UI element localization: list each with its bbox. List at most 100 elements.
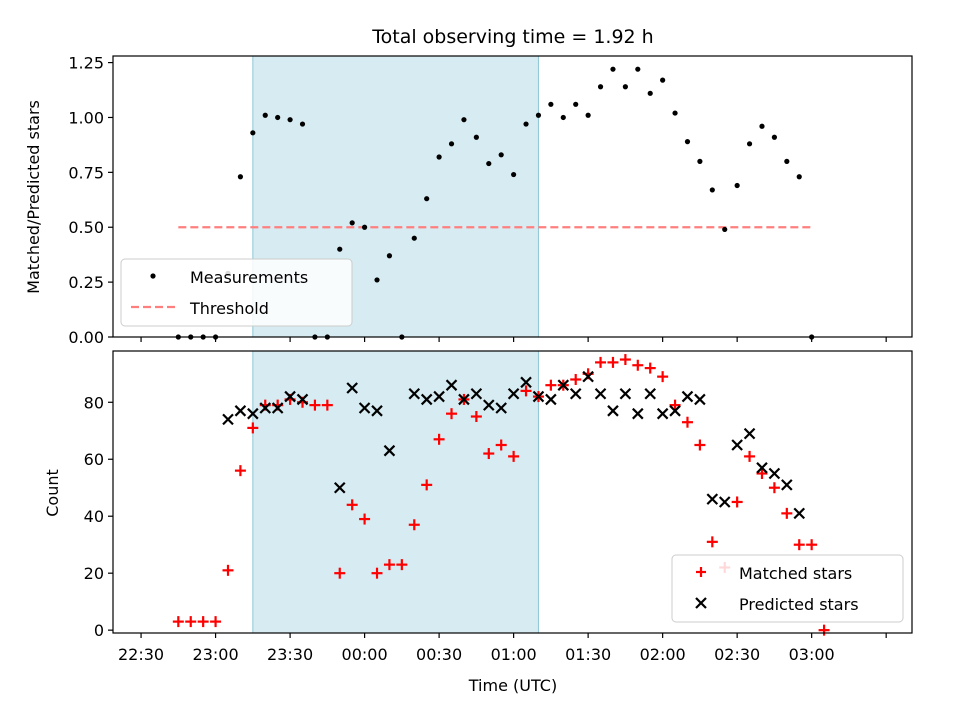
predicted-star-point <box>358 402 371 414</box>
matched-star-point <box>793 539 805 551</box>
bottom-panel: 22:30 23:00 23:30 00:00 00:30 01:00 01:30 02:00… <box>43 350 913 695</box>
predicted-star-point <box>296 393 309 406</box>
measurement-point <box>759 123 765 129</box>
bottom-y-axis-label: Count <box>43 469 62 517</box>
chart-title: Total observing time = 1.92 h <box>371 26 653 48</box>
matched-star-point <box>185 616 197 628</box>
predicted-star-point <box>234 405 247 417</box>
measurement-point <box>250 130 256 136</box>
x-tick-label: 01:30 <box>565 645 611 664</box>
matched-star-point <box>172 616 184 628</box>
top-ticks: 0.00 0.25 0.50 0.75 1.00 1.25 <box>68 54 887 347</box>
measurement-points <box>175 66 815 340</box>
legend-predicted-marker <box>695 597 707 609</box>
measurement-point <box>337 246 343 252</box>
measurement-point <box>436 154 442 160</box>
x-tick-label: 03:00 <box>789 645 835 664</box>
measurement-point <box>560 114 566 121</box>
predicted-star-point <box>259 402 272 414</box>
predicted-star-point <box>222 413 234 426</box>
matched-star-point <box>657 371 669 383</box>
legend-matched-marker <box>696 567 706 577</box>
predicted-star-point <box>545 393 557 406</box>
measurement-point <box>597 84 604 90</box>
x-tick-label: 23:00 <box>193 645 239 664</box>
predicted-star-point <box>284 390 296 403</box>
measurement-point <box>622 84 628 90</box>
matched-star-point <box>644 362 656 374</box>
bottom-axes-frame <box>112 350 913 634</box>
bottom-y-tick-label: 20 <box>84 564 104 583</box>
top-y-tick-label: 1.25 <box>68 54 104 73</box>
x-tick-label: 00:30 <box>416 645 462 664</box>
matched-star-point <box>570 373 582 385</box>
x-tick-label: 00:00 <box>342 645 388 664</box>
x-tick-label: 02:30 <box>714 645 760 664</box>
matched-star-point <box>421 479 433 491</box>
predicted-star-point <box>532 390 545 403</box>
predicted-star-point <box>718 496 731 508</box>
predicted-star-point <box>793 507 806 520</box>
matched-star-point <box>731 496 743 508</box>
matched-star-point <box>694 439 706 451</box>
matched-star-point <box>446 408 458 420</box>
matched-star-point <box>247 422 259 434</box>
legend-matched-label: Matched stars <box>739 564 852 583</box>
top-y-tick-label: 1.00 <box>68 108 104 127</box>
matched-star-point <box>309 399 321 411</box>
top-legend-box <box>120 258 353 327</box>
measurement-point <box>386 253 393 259</box>
predicted-star-point <box>383 444 396 457</box>
matched-star-point <box>632 359 644 371</box>
matched-star-point <box>619 354 631 366</box>
measurement-point <box>734 182 740 189</box>
bottom-ticks: 22:30 23:00 23:30 00:00 00:30 01:00 01:30 02:00… <box>84 393 887 664</box>
matched-star-point <box>669 399 681 411</box>
measurement-point <box>486 160 492 167</box>
matched-star-point <box>359 513 371 525</box>
predicted-star-point <box>495 402 507 414</box>
matched-star-point <box>781 507 793 519</box>
measurement-point <box>523 121 529 127</box>
predicted-star-point <box>371 405 383 417</box>
predicted-star-point <box>470 387 483 400</box>
measurement-point <box>299 121 306 127</box>
matched-star-point <box>433 433 445 445</box>
measurement-point <box>498 152 504 158</box>
predicted-star-point <box>483 399 495 411</box>
measurement-point <box>374 277 380 283</box>
measurement-point <box>672 110 678 116</box>
bottom-y-tick-label: 60 <box>84 450 104 469</box>
predicted-star-point <box>607 405 619 417</box>
predicted-star-point <box>569 387 582 400</box>
predicted-star-point <box>557 379 570 391</box>
matched-star-point <box>806 539 818 551</box>
predicted-star-point <box>433 390 445 403</box>
x-tick-label: 01:00 <box>491 645 537 664</box>
measurement-point <box>411 235 417 241</box>
measurement-point <box>237 174 244 180</box>
x-tick-label: 23:30 <box>267 645 313 664</box>
measurement-point <box>610 66 616 72</box>
measurement-point <box>275 114 281 121</box>
measurement-point <box>635 66 641 72</box>
matched-star-point <box>346 499 358 511</box>
measurement-point <box>684 139 691 145</box>
measurement-point <box>287 117 293 123</box>
measurement-point <box>535 112 542 118</box>
predicted-star-point <box>756 462 768 474</box>
matched-star-point <box>396 559 408 571</box>
bottom-y-tick-label: 80 <box>84 393 104 412</box>
predicted-star-point <box>582 370 594 383</box>
predicted-star-point <box>247 407 259 420</box>
predicted-star-point <box>420 393 433 406</box>
measurement-point <box>461 117 467 123</box>
predicted-star-point <box>408 387 421 400</box>
measurement-point <box>573 101 579 107</box>
predicted-star-point <box>656 407 669 420</box>
predicted-star-point <box>731 439 743 451</box>
measurement-point <box>262 112 268 118</box>
measurement-point <box>424 196 430 202</box>
top-y-axis-label: Matched/Predicted stars <box>24 100 43 294</box>
